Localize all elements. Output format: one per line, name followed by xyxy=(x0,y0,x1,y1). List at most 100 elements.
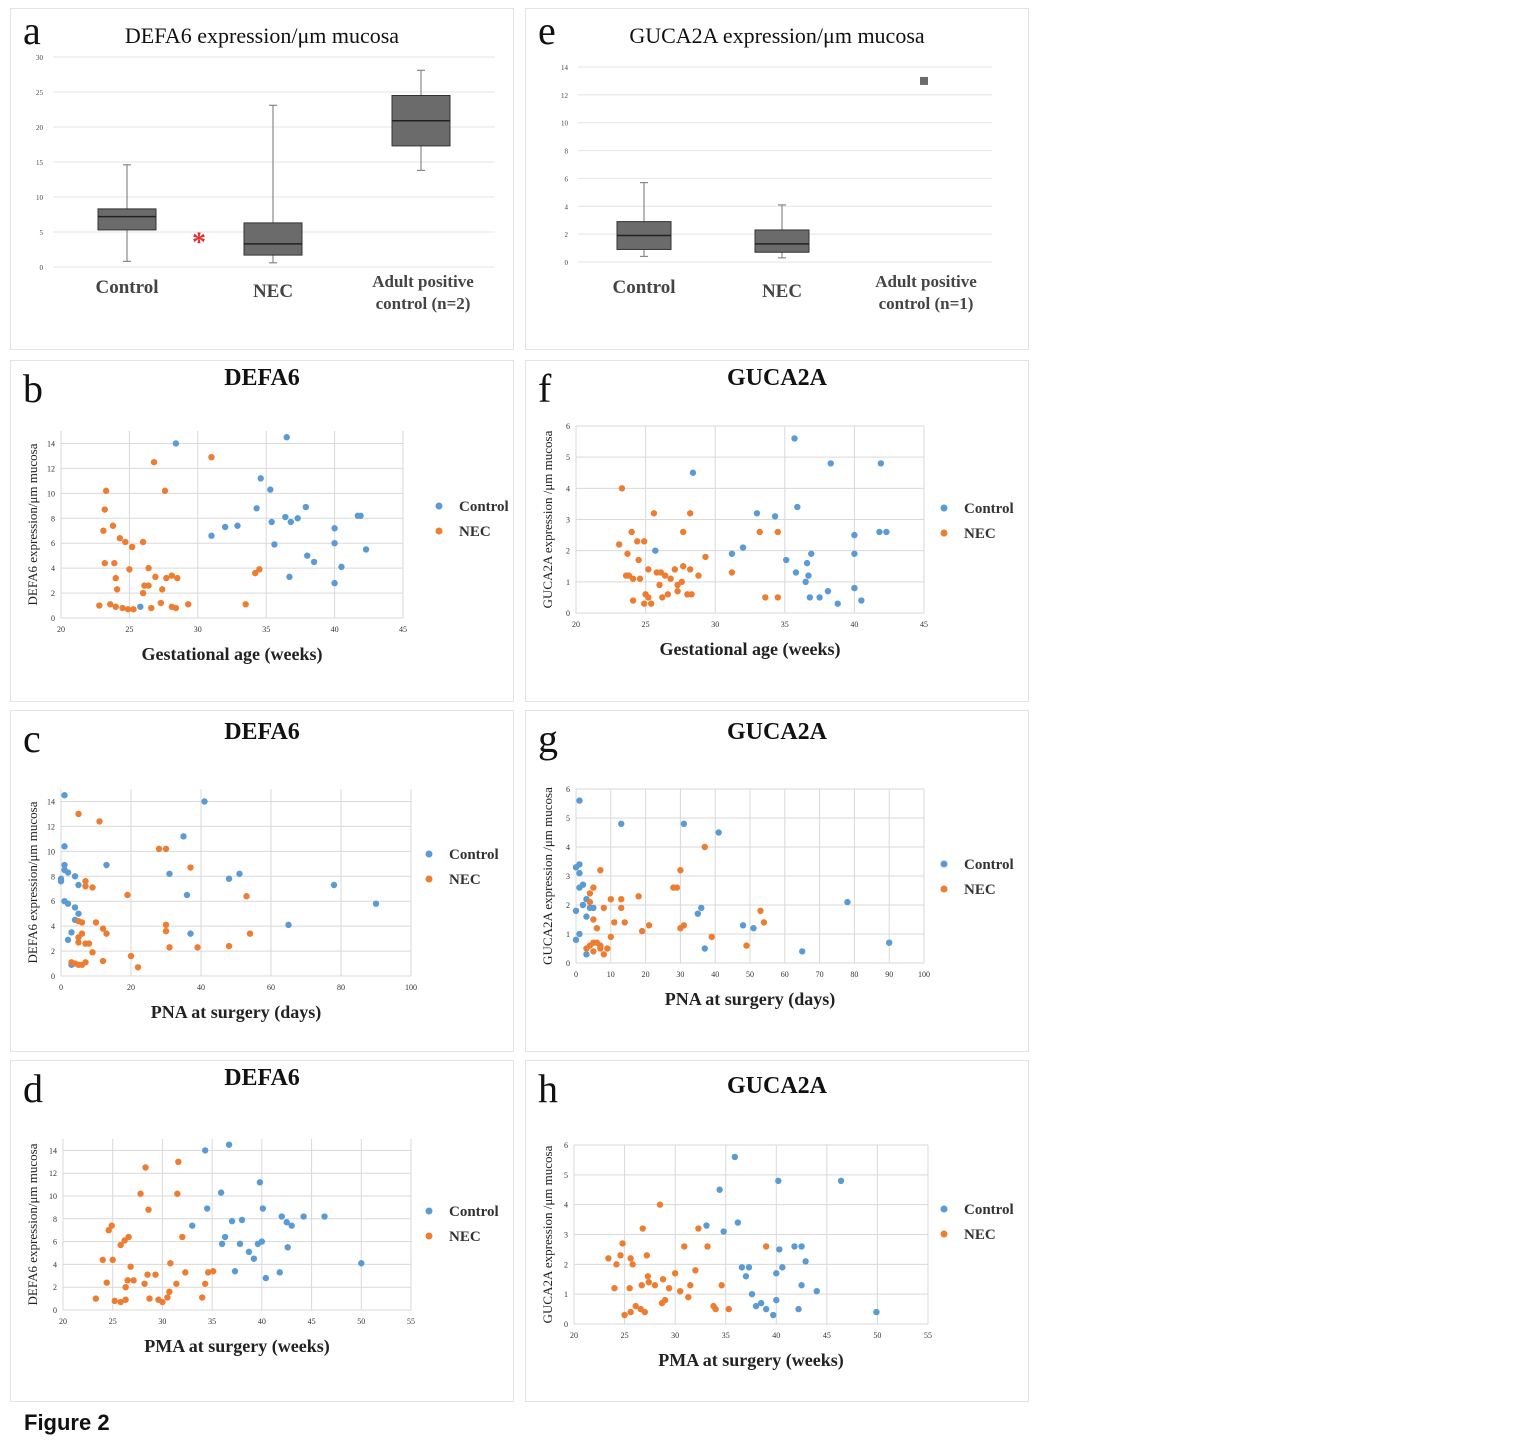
y-tick-label: 10 xyxy=(36,194,44,202)
data-point-nec xyxy=(688,591,695,598)
data-point-control xyxy=(579,901,587,909)
data-point-control xyxy=(201,1147,209,1154)
data-point-control xyxy=(680,820,688,827)
y-tick-label: 12 xyxy=(561,92,569,100)
x-tick-label: 20 xyxy=(572,620,580,629)
data-point-nec xyxy=(604,945,611,952)
data-point-nec xyxy=(629,1261,636,1268)
data-point-nec xyxy=(618,896,625,903)
y-tick-label: 4 xyxy=(51,564,55,573)
panel-title: DEFA6 xyxy=(224,1065,300,1091)
x-tick-label: 55 xyxy=(407,1317,415,1326)
data-point-nec xyxy=(109,1256,116,1264)
data-point-nec xyxy=(173,1280,180,1287)
data-point-nec xyxy=(137,1190,144,1197)
data-point-nec xyxy=(725,1305,732,1313)
data-point-nec xyxy=(656,1201,664,1208)
panel-label: f xyxy=(538,366,552,411)
data-point-nec xyxy=(96,818,103,825)
x-tick-label: 100 xyxy=(918,970,930,979)
x-tick-label: 30 xyxy=(158,1317,166,1326)
category-label: Control xyxy=(613,277,676,298)
data-point-control xyxy=(245,1248,253,1256)
data-point-control xyxy=(734,1219,742,1226)
data-point-nec xyxy=(101,506,108,513)
data-point-control xyxy=(288,1222,295,1229)
data-point-nec xyxy=(651,1282,659,1289)
y-tick-label: 12 xyxy=(49,1169,57,1178)
data-point-nec xyxy=(590,884,597,891)
data-point-control xyxy=(794,503,801,511)
data-point-nec xyxy=(679,528,687,536)
data-point-nec xyxy=(628,528,635,536)
data-point-control xyxy=(208,532,215,539)
panel-title: GUCA2A xyxy=(727,719,827,745)
data-point-nec xyxy=(130,606,137,613)
y-tick-label: 5 xyxy=(566,453,570,462)
data-point-nec xyxy=(605,1255,612,1262)
data-point-nec xyxy=(647,600,655,607)
data-point-nec xyxy=(100,527,107,534)
data-point-nec xyxy=(645,1279,653,1286)
x-tick-label: 60 xyxy=(267,983,275,992)
data-point-control xyxy=(720,1228,727,1235)
data-point-control xyxy=(234,522,241,529)
data-point-nec xyxy=(126,566,133,573)
data-point-nec xyxy=(685,1293,692,1301)
data-point-nec xyxy=(586,898,594,906)
data-point-nec xyxy=(78,930,86,937)
y-tick-label: 1 xyxy=(566,930,570,939)
data-point-nec xyxy=(641,600,648,607)
legend-marker-nec xyxy=(425,1232,433,1240)
data-point-nec xyxy=(107,601,114,608)
data-point-nec xyxy=(679,563,687,570)
x-axis-label: Gestational age (weeks) xyxy=(660,639,841,660)
data-point-control xyxy=(71,873,79,880)
data-point-nec xyxy=(172,604,180,612)
y-tick-label: 14 xyxy=(47,439,55,448)
y-tick-label: 3 xyxy=(566,872,570,881)
x-tick-label: 20 xyxy=(570,1331,578,1340)
data-point-nec xyxy=(590,916,597,923)
data-point-nec xyxy=(650,510,658,517)
data-point-nec xyxy=(187,864,194,871)
data-point-nec xyxy=(130,1277,137,1284)
legend-label: NEC xyxy=(459,524,491,540)
x-axis-label: Gestational age (weeks) xyxy=(142,644,323,665)
y-tick-label: 20 xyxy=(36,124,44,132)
data-point-nec xyxy=(590,939,597,946)
data-point-nec xyxy=(687,1282,694,1289)
data-point-nec xyxy=(686,566,694,573)
y-tick-label: 1 xyxy=(566,578,570,587)
data-point-nec xyxy=(161,487,169,495)
data-point-control xyxy=(284,1244,291,1251)
data-point-nec xyxy=(638,1282,645,1289)
data-point-control xyxy=(321,1213,328,1220)
panel-f: f GUCA2A 0 1 2 3 4 5 6 20 25 30 35 40 45 Gestational … xyxy=(525,360,1029,702)
data-point-nec xyxy=(692,1267,699,1274)
category-label: NEC xyxy=(762,281,802,302)
x-tick-label: 40 xyxy=(331,625,339,634)
data-point-control xyxy=(803,559,811,567)
data-point-nec xyxy=(150,458,158,466)
data-point-nec xyxy=(597,867,604,874)
data-point-control xyxy=(221,523,229,531)
data-point-nec xyxy=(618,904,625,912)
data-point-nec xyxy=(611,919,618,926)
data-point-nec xyxy=(89,949,96,956)
y-tick-label: 0 xyxy=(40,264,44,272)
data-point-control xyxy=(698,904,705,912)
data-point-nec xyxy=(718,1282,725,1289)
y-tick-label: 3 xyxy=(564,1231,568,1240)
legend-marker-nec xyxy=(435,527,443,535)
x-tick-label: 35 xyxy=(208,1317,216,1326)
data-point-nec xyxy=(762,594,769,601)
data-point-nec xyxy=(111,559,118,567)
data-point-nec xyxy=(116,535,124,542)
data-point-nec xyxy=(119,604,126,612)
data-point-nec xyxy=(695,572,702,579)
data-point-nec xyxy=(185,601,192,608)
data-point-nec xyxy=(686,510,694,517)
data-point-control xyxy=(827,460,834,467)
